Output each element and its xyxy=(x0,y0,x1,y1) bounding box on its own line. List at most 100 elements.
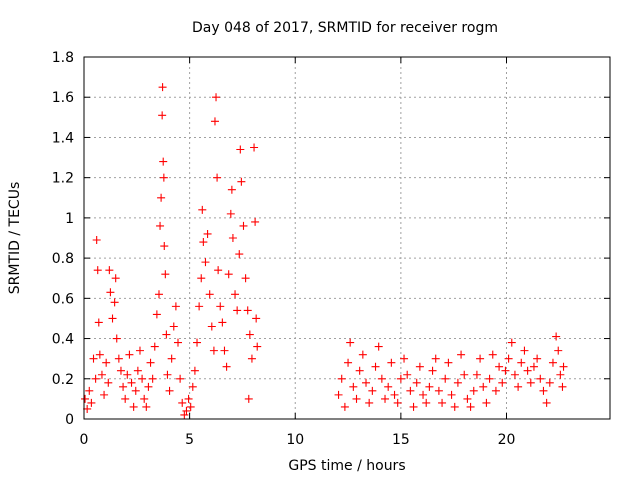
data-point xyxy=(514,382,523,391)
data-point xyxy=(558,382,567,391)
data-point xyxy=(396,374,405,383)
data-point xyxy=(158,111,167,120)
x-tick-label: 20 xyxy=(498,432,516,448)
data-points xyxy=(81,83,568,419)
data-point xyxy=(504,354,513,363)
x-tick-label: 10 xyxy=(286,432,304,448)
y-tick-label: 0.2 xyxy=(52,372,74,388)
y-tick-label: 0.6 xyxy=(52,291,74,307)
data-point xyxy=(245,330,254,339)
data-point xyxy=(526,378,535,387)
data-point xyxy=(365,398,374,407)
x-tick-label: 15 xyxy=(392,432,410,448)
data-point xyxy=(362,378,371,387)
data-point xyxy=(491,386,500,395)
y-tick-label: 0 xyxy=(65,412,74,428)
data-point xyxy=(218,318,227,327)
data-point xyxy=(146,358,155,367)
data-point xyxy=(559,362,568,371)
data-point xyxy=(253,342,262,351)
data-point xyxy=(447,390,456,399)
data-point xyxy=(108,314,117,323)
data-point xyxy=(337,374,346,383)
data-point xyxy=(182,406,191,415)
data-point xyxy=(542,398,551,407)
data-point xyxy=(176,374,185,383)
data-point xyxy=(536,374,545,383)
y-tick-label: 1.6 xyxy=(52,90,74,106)
data-point xyxy=(444,358,453,367)
data-point xyxy=(244,394,253,403)
data-point xyxy=(174,338,183,347)
data-point xyxy=(178,398,187,407)
data-point xyxy=(368,386,377,395)
y-tick-label: 1.2 xyxy=(52,171,74,187)
data-point xyxy=(469,386,478,395)
data-point xyxy=(156,221,165,230)
data-point xyxy=(460,370,469,379)
data-point xyxy=(110,298,119,307)
data-point xyxy=(358,350,367,359)
data-point xyxy=(428,366,437,375)
data-point xyxy=(197,274,206,283)
data-point xyxy=(472,370,481,379)
data-point xyxy=(235,250,244,259)
data-point xyxy=(355,366,364,375)
data-point xyxy=(83,404,92,413)
x-tick-label: 0 xyxy=(80,432,89,448)
data-point xyxy=(387,358,396,367)
data-point xyxy=(184,394,193,403)
data-point xyxy=(167,354,176,363)
data-point xyxy=(548,358,557,367)
y-tick-label: 1.8 xyxy=(52,50,74,66)
data-point xyxy=(224,270,233,279)
data-point xyxy=(114,354,123,363)
data-point xyxy=(87,398,96,407)
data-point xyxy=(222,362,231,371)
data-point xyxy=(216,302,225,311)
data-point xyxy=(239,221,248,230)
data-point xyxy=(100,390,109,399)
data-point xyxy=(111,274,120,283)
y-tick-label: 1 xyxy=(65,211,74,227)
grid xyxy=(84,57,610,419)
data-point xyxy=(344,358,353,367)
data-point xyxy=(123,370,132,379)
data-point xyxy=(186,402,195,411)
data-point xyxy=(453,378,462,387)
data-point xyxy=(125,350,134,359)
y-tick-label: 0.4 xyxy=(52,332,74,348)
data-point xyxy=(165,386,174,395)
data-point xyxy=(476,354,485,363)
data-point xyxy=(485,374,494,383)
data-point xyxy=(227,185,236,194)
data-point xyxy=(150,342,159,351)
data-point xyxy=(188,382,197,391)
data-point xyxy=(203,229,212,238)
data-point xyxy=(105,266,114,275)
x-tick-label: 5 xyxy=(185,432,194,448)
data-point xyxy=(510,370,519,379)
data-point xyxy=(488,350,497,359)
data-point xyxy=(482,398,491,407)
data-point xyxy=(352,394,361,403)
data-point xyxy=(198,205,207,214)
data-point xyxy=(412,378,421,387)
data-point xyxy=(159,173,168,182)
data-point xyxy=(241,274,250,283)
data-point xyxy=(161,270,170,279)
data-point xyxy=(340,402,349,411)
data-point xyxy=(159,157,168,166)
data-point xyxy=(457,350,466,359)
data-point xyxy=(127,378,136,387)
data-point xyxy=(236,145,245,154)
data-point xyxy=(104,378,113,387)
plot-frame xyxy=(83,56,611,420)
data-point xyxy=(384,382,393,391)
data-point xyxy=(450,402,459,411)
data-point xyxy=(231,290,240,299)
data-point xyxy=(138,374,147,383)
data-point xyxy=(334,390,343,399)
data-point xyxy=(495,362,504,371)
